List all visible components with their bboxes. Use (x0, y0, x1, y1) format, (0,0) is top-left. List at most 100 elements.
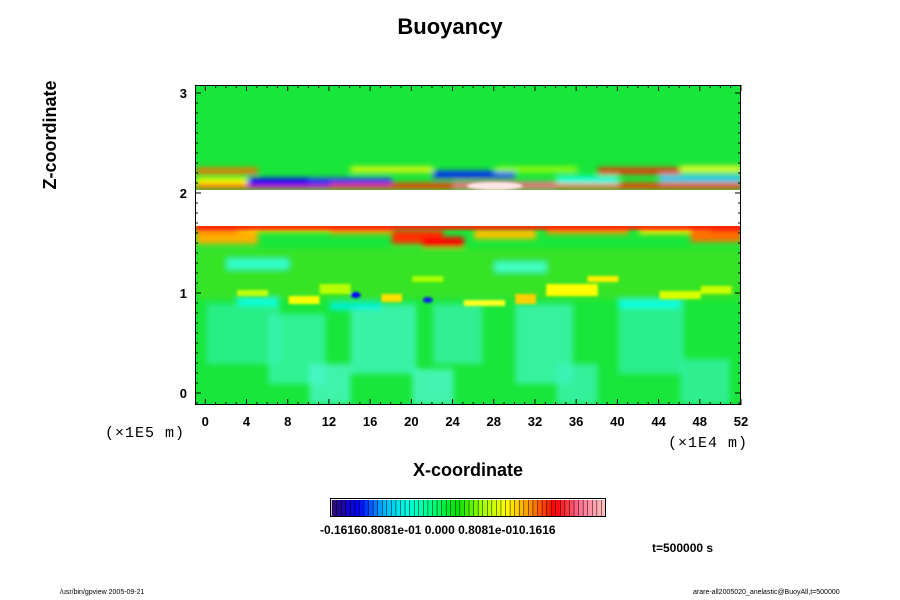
field-patch (494, 262, 547, 272)
colorbar-swatch (441, 500, 447, 516)
field-patch (237, 298, 279, 306)
y-tick-label: 3 (180, 86, 187, 101)
x-tick-label: 32 (528, 414, 542, 429)
colorbar-swatch (455, 500, 461, 516)
field-patch (618, 300, 681, 308)
x-tick-label: 24 (445, 414, 460, 429)
colorbar-swatch (409, 500, 415, 516)
colorbar-swatch (391, 500, 397, 516)
colorbar-swatch (382, 500, 388, 516)
colorbar-swatch (505, 500, 511, 516)
colorbar-swatch (377, 500, 383, 516)
colorbar-swatch (478, 500, 484, 516)
colorbar-swatch (437, 500, 443, 516)
field-patch (587, 276, 619, 282)
field-patch (309, 364, 351, 404)
field-patch (226, 259, 289, 269)
y-axis-label: Z-coordinate (40, 80, 60, 190)
colorbar-swatch (386, 500, 392, 516)
colorbar-swatch (446, 500, 452, 516)
colorbar-swatch (496, 500, 502, 516)
colorbar-swatch (359, 500, 365, 516)
colorbar-swatch (368, 500, 374, 516)
colorbar-swatch (519, 500, 525, 516)
field-patch (381, 294, 403, 302)
colorbar-swatch (432, 500, 438, 516)
field-patch (412, 369, 454, 404)
field-patch (432, 304, 483, 364)
field-patch (659, 291, 701, 299)
plot-area (195, 85, 741, 405)
colorbar-swatch (459, 500, 465, 516)
field-patch (546, 284, 598, 296)
field-patch (432, 171, 516, 178)
colorbar-swatch (336, 500, 342, 516)
colorbar-swatch (537, 500, 543, 516)
field-patch (350, 292, 361, 298)
colorbar-swatch (423, 500, 429, 516)
colorbar-swatch (592, 500, 598, 516)
colorbar-swatch (418, 500, 424, 516)
colorbar-swatch (491, 500, 497, 516)
colorbar-swatch (473, 500, 479, 516)
buoyancy-field (196, 86, 740, 404)
field-patch (350, 167, 433, 172)
y-tick-label: 1 (180, 286, 187, 301)
colorbar-swatch (528, 500, 534, 516)
field-patch (659, 175, 740, 182)
colorbar-swatch (596, 500, 602, 516)
field-patch (329, 302, 382, 310)
colorbar-labels: -0.16160.8081e-01 0.000 0.8081e-010.1616 (320, 523, 556, 537)
colorbar-swatch (542, 500, 548, 516)
colorbar-swatch (601, 500, 605, 516)
field-patch (463, 300, 506, 306)
x-axis-label: X-coordinate (412, 460, 523, 480)
field-patch (206, 304, 281, 364)
colorbar-swatch (532, 500, 538, 516)
colorbar-swatch (587, 500, 593, 516)
colorbar-swatch (574, 500, 580, 516)
x-tick-label: 4 (243, 414, 251, 429)
colorbar-swatch (523, 500, 529, 516)
x-tick-label: 36 (569, 414, 583, 429)
colorbar-swatch (464, 500, 470, 516)
colorbar-swatch (405, 500, 411, 516)
field-patch (597, 168, 681, 174)
y-unit-label: (×1E5 m) (105, 425, 186, 442)
field-patch (412, 276, 444, 282)
colorbar-swatch (400, 500, 406, 516)
footer-program: /usr/bin/gpview 2005-09-21 (60, 589, 145, 596)
colorbar-swatch (514, 500, 520, 516)
x-tick-label: 8 (284, 414, 291, 429)
field-patch (680, 166, 740, 172)
field-patch (422, 297, 433, 303)
colorbar-swatch (551, 500, 557, 516)
field-patch (309, 178, 392, 184)
colorbar-swatch (345, 500, 351, 516)
colorbar-swatch (578, 500, 584, 516)
field-patch (196, 249, 740, 299)
colorbar-swatch (354, 500, 360, 516)
field-patch (466, 182, 523, 190)
colorbar-swatch (341, 500, 347, 516)
x-tick-label: 28 (487, 414, 501, 429)
footer-source: arare-all2005020_anelastic@BuoyAll,t=500… (693, 589, 840, 596)
colorbar (330, 498, 606, 517)
colorbar-swatch (350, 500, 356, 516)
colorbar-swatch (414, 500, 420, 516)
x-tick-label: 20 (404, 414, 418, 429)
chart-title: Buoyancy (397, 14, 503, 39)
colorbar-swatch (564, 500, 570, 516)
x-tick-label: 12 (322, 414, 336, 429)
colorbar-swatch (560, 500, 566, 516)
field-patch (494, 167, 578, 172)
x-tick-label: 40 (610, 414, 624, 429)
field-patch (618, 299, 685, 374)
colorbar-swatch (373, 500, 379, 516)
y-tick-label: 2 (180, 186, 187, 201)
x-tick-label: 0 (202, 414, 209, 429)
field-patch (350, 304, 417, 374)
colorbar-swatch (555, 500, 561, 516)
y-tick-label: 0 (180, 386, 187, 401)
